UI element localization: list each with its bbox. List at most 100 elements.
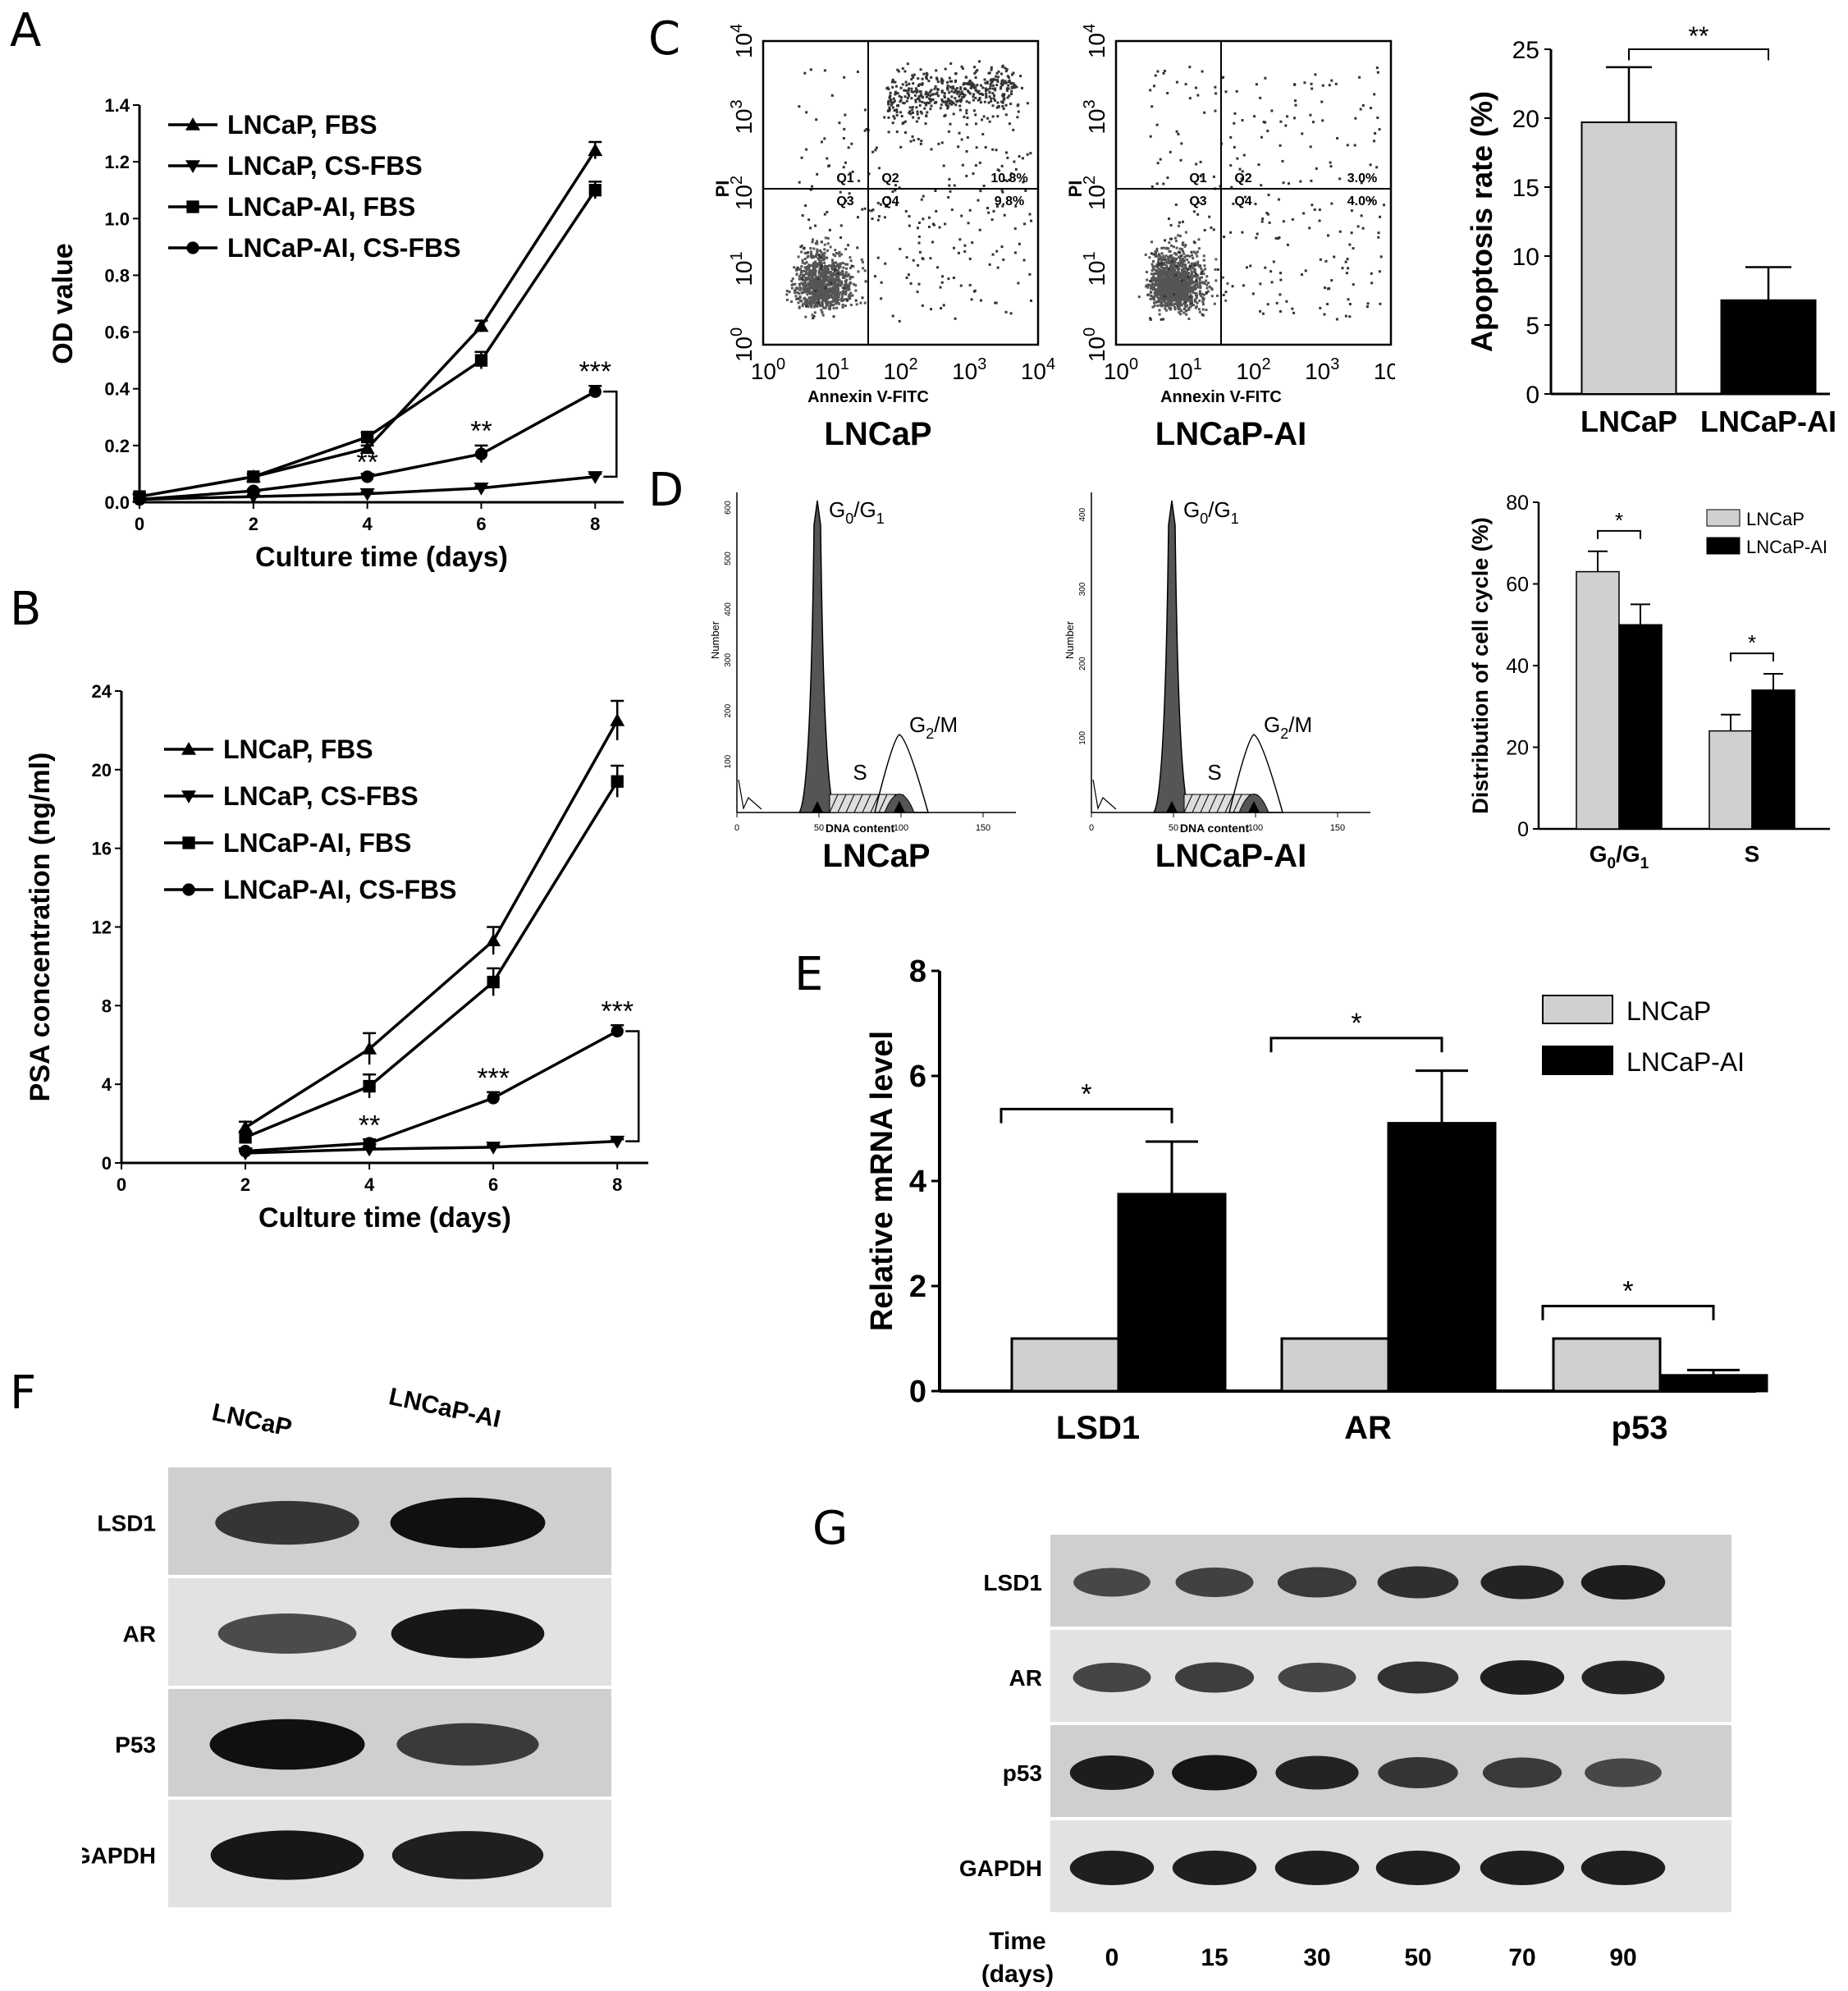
flow-dot (946, 87, 949, 90)
flow-dot (812, 291, 815, 294)
flow-dot (816, 250, 819, 254)
flow-dot (887, 103, 890, 106)
flow-dot (964, 82, 967, 85)
flow-dot (1157, 259, 1160, 263)
flow-dot (1291, 307, 1294, 310)
flow-dot (917, 84, 920, 87)
flow-dot (821, 295, 825, 299)
flow-dot (960, 214, 963, 217)
flow-dot (844, 304, 847, 308)
flow-dot (1180, 309, 1183, 313)
y-tick-label: 80 (1506, 492, 1529, 515)
flow-dot (846, 274, 849, 277)
data-point (239, 1144, 252, 1158)
flow-dot (926, 72, 929, 76)
flow-dot (1178, 280, 1181, 283)
flow-dot (1157, 291, 1160, 294)
blot-band (391, 1609, 545, 1659)
flow-dot (1188, 254, 1192, 258)
flow-dot (1015, 85, 1018, 89)
significance-bracket (999, 1107, 1173, 1124)
flow-dot (856, 246, 859, 249)
flow-dot (896, 92, 899, 95)
flow-dot (895, 130, 899, 134)
flow-dot (922, 96, 925, 99)
flow-dot (989, 87, 992, 90)
flow-dot (1161, 258, 1164, 261)
flow-dot (803, 280, 807, 283)
flow-dot (1180, 254, 1183, 258)
flow-dot (1172, 296, 1175, 300)
flow-dot (838, 250, 841, 254)
flow-dot (1259, 282, 1262, 286)
flow-dot (822, 254, 826, 258)
flow-dot (1154, 268, 1157, 272)
flow-dot (826, 278, 830, 281)
flow-dot (838, 264, 841, 268)
flow-dot (810, 295, 813, 299)
flow-dot (1182, 285, 1185, 288)
flow-dot (1137, 295, 1141, 299)
flow-dot (992, 97, 995, 100)
significance-label: * (1615, 508, 1623, 533)
flow-dot (1169, 308, 1172, 311)
flow-dot (839, 190, 842, 194)
flow-dot (821, 297, 825, 300)
flow-dot (1004, 179, 1007, 182)
flow-dot (1169, 290, 1172, 293)
data-point (588, 184, 602, 197)
flow-dot (1166, 176, 1169, 180)
flow-dot (1214, 279, 1218, 282)
flow-dot (844, 275, 848, 278)
g0g1-label: G0/G1 (1183, 497, 1239, 527)
flow-dot (819, 279, 822, 282)
flow-dot (1156, 284, 1160, 287)
flow-dot (894, 80, 897, 84)
flow-dot (818, 277, 821, 281)
flow-dot (810, 256, 813, 259)
flow-dot (835, 301, 839, 304)
flow-dot (806, 290, 809, 293)
flow-dot (1187, 300, 1191, 303)
flow-dot (856, 70, 859, 73)
tick-exp: 3 (1081, 99, 1099, 108)
flow-dot (798, 300, 802, 303)
flow-dot (1177, 268, 1180, 271)
flow-dot (1177, 277, 1180, 280)
flow-dot (1149, 317, 1152, 320)
flow-dot (1144, 253, 1147, 256)
flow-dot (1157, 300, 1160, 304)
flow-dot (1359, 108, 1362, 111)
data-point (473, 482, 489, 496)
flow-dot (1198, 282, 1201, 286)
flow-dot (835, 286, 839, 289)
x-tick-label: 150 (976, 823, 990, 833)
flow-dot (887, 116, 890, 119)
x-axis-label: Culture time (days) (255, 542, 508, 573)
flow-dot (1170, 284, 1173, 287)
flow-dot (1216, 268, 1219, 272)
data-point (238, 1119, 254, 1133)
flow-dot (840, 281, 844, 284)
flow-dot (1190, 250, 1193, 254)
flow-dot (1301, 132, 1304, 135)
flow-dot (800, 276, 803, 279)
flow-dot (891, 85, 894, 89)
flow-dot (800, 277, 803, 281)
flow-dot (1268, 221, 1271, 224)
flow-dot (840, 295, 844, 299)
time-point-label: 0 (1105, 1944, 1119, 1971)
flow-dot (1150, 291, 1153, 294)
flow-dot (967, 101, 971, 104)
flow-dot (953, 91, 956, 94)
flow-dot (837, 270, 840, 273)
flow-dot (919, 142, 922, 145)
flow-dot (822, 274, 826, 277)
flow-dot (849, 172, 852, 175)
flow-dot (1161, 291, 1164, 294)
flow-dot (908, 111, 911, 114)
flow-dot (1309, 113, 1312, 117)
flow-dot (1182, 259, 1186, 262)
flow-dot (1177, 224, 1180, 227)
flow-dot (828, 164, 831, 167)
